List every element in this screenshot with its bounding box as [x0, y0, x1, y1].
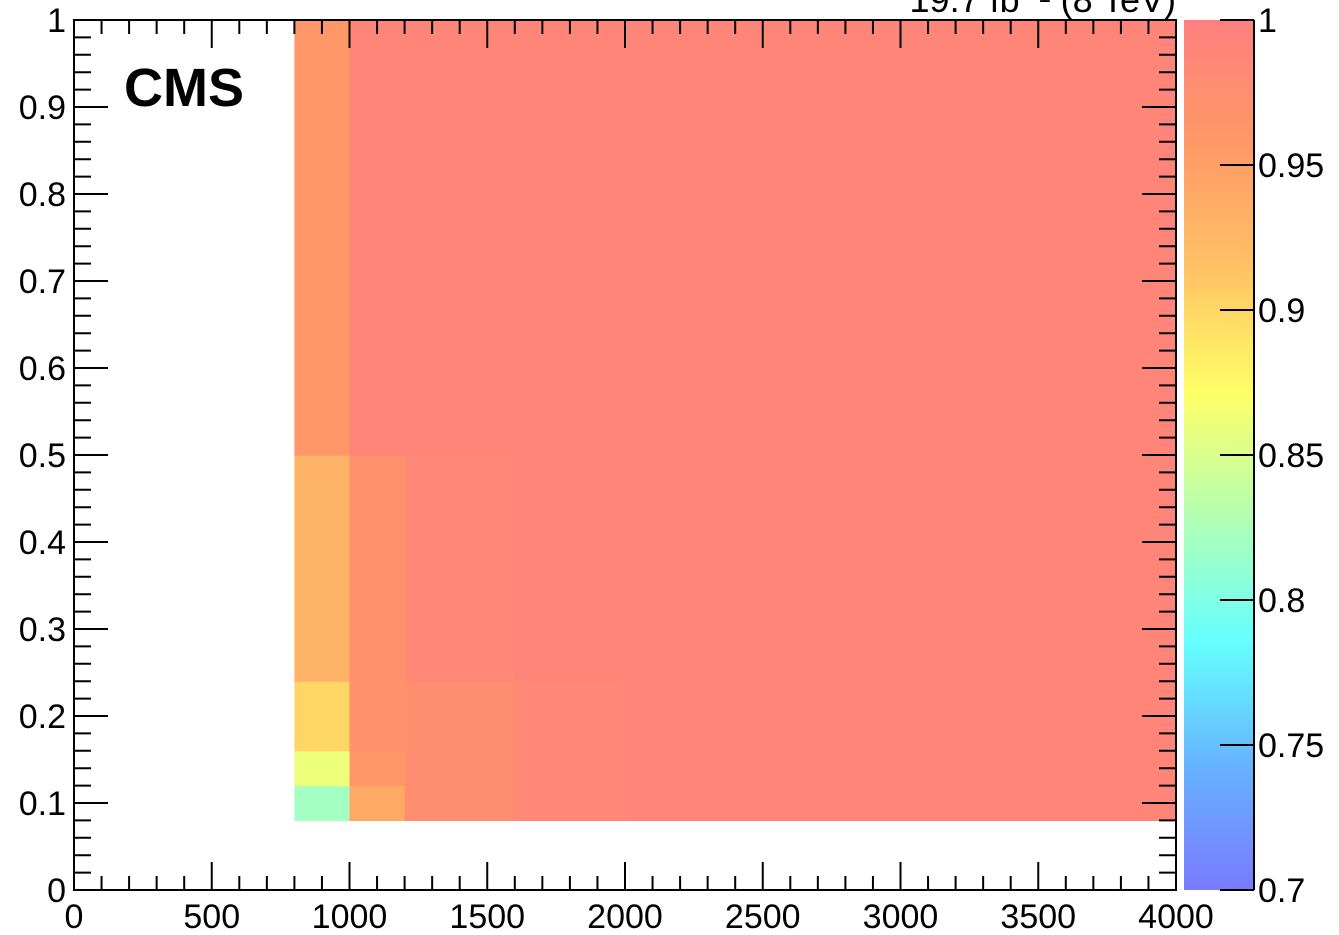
- colorbar-tick-label: 0.9: [1258, 292, 1305, 330]
- x-tick-label: 2000: [587, 898, 663, 935]
- x-tick-label: 4000: [1138, 898, 1214, 935]
- heatmap-cell: [514, 20, 626, 682]
- y-tick-label: 0.1: [19, 785, 66, 823]
- y-tick-label: 0.3: [19, 611, 66, 649]
- heatmap-cell: [294, 785, 351, 821]
- heatmap-cell: [404, 20, 516, 456]
- colorbar-axis: 0.7 0.75 0.8 0.85 0.9 0.95 1: [1220, 2, 1324, 910]
- y-tick-label: 0.2: [19, 698, 66, 736]
- x-tick-label: 0: [65, 898, 84, 935]
- colorbar-tick-label: 0.85: [1258, 437, 1324, 475]
- heatmap-cell: [294, 455, 351, 682]
- x-tick-label: 2500: [725, 898, 801, 935]
- y-tick-label: 0.5: [19, 437, 66, 475]
- y-tick-label: 0.4: [19, 524, 66, 562]
- x-tick-label: 3000: [863, 898, 939, 935]
- x-tick-label: 1500: [449, 898, 525, 935]
- heatmap-cell: [349, 750, 406, 787]
- heatmap-cell: [404, 681, 516, 821]
- heatmap-cell: [625, 20, 1177, 821]
- y-tick-label: 0.8: [19, 176, 66, 214]
- heatmap-cell: [514, 681, 626, 821]
- heatmap-cell: [349, 20, 406, 456]
- colorbar-tick-label: 0.8: [1258, 582, 1305, 620]
- colorbar-tick-label: 0.75: [1258, 727, 1324, 765]
- heatmap-cell: [294, 681, 351, 752]
- x-tick-label: 500: [183, 898, 240, 935]
- y-tick-label: 0.6: [19, 350, 66, 388]
- heatmap-cells: [294, 20, 1177, 821]
- y-tick-label: 0.7: [19, 263, 66, 301]
- colorbar-tick-label: 0.95: [1258, 147, 1324, 185]
- tick-labels: 0 500 1000 1500 2000 2500 3000 3500 4000 0 0.1 0.2 0…: [19, 2, 1214, 935]
- heatmap-cell: [294, 20, 351, 456]
- heatmap-cell: [349, 785, 406, 821]
- y-tick-label: 0: [47, 872, 66, 910]
- y-tick-label: 0.9: [19, 89, 66, 127]
- x-tick-label: 1000: [312, 898, 388, 935]
- heatmap-cell: [294, 750, 351, 787]
- heatmap-cell: [404, 455, 516, 682]
- heatmap-cell: [349, 681, 406, 752]
- colorbar-tick-label: 1: [1258, 2, 1277, 40]
- experiment-label: CMS: [124, 58, 244, 118]
- x-tick-label: 3500: [1000, 898, 1076, 935]
- heatmap-cell: [349, 455, 406, 682]
- axis-ticks: [73, 19, 1177, 891]
- y-tick-label: 1: [47, 2, 66, 40]
- luminosity-label: 19.7 fb⁻¹ (8 TeV): [910, 0, 1176, 20]
- colorbar-tick-label: 0.7: [1258, 872, 1305, 910]
